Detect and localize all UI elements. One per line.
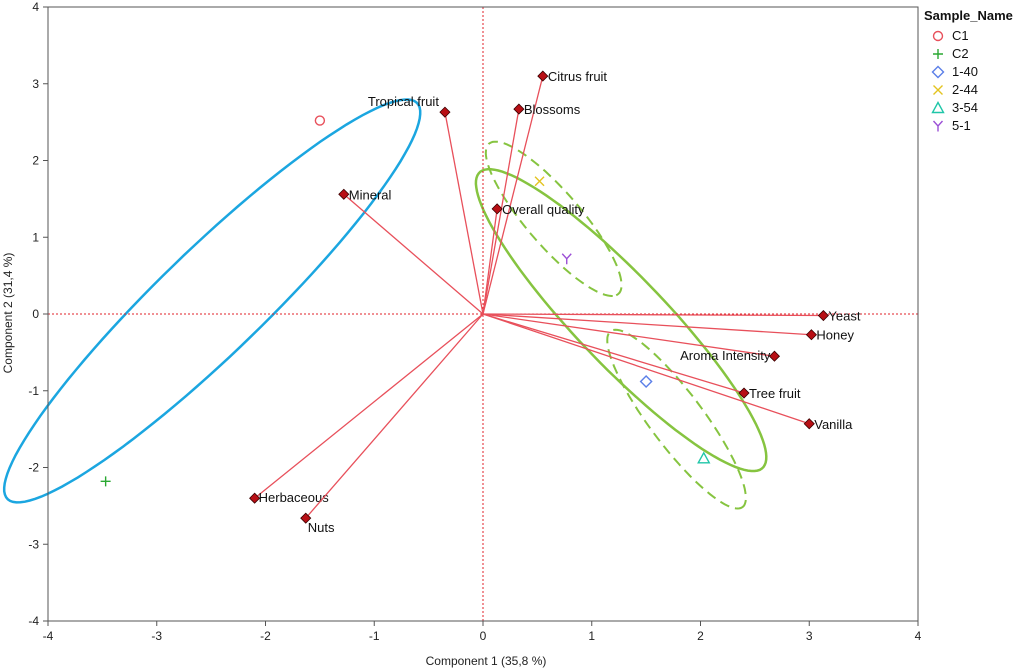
x-tick-label: 0 xyxy=(480,629,487,643)
sample-marker-3-54 xyxy=(697,451,711,464)
legend-marker-c2 xyxy=(933,49,943,59)
loading-marker-overall-quality xyxy=(491,203,503,215)
legend-marker-5-1 xyxy=(932,120,944,132)
loading-marker-tropical-fruit xyxy=(439,106,451,118)
legend-label: 2-44 xyxy=(952,82,978,97)
loading-vector-tree-fruit xyxy=(482,313,745,394)
y-tick-label: 4 xyxy=(32,0,39,14)
loading-marker-citrus-fruit xyxy=(537,70,549,82)
loading-label-overall-quality: Overall quality xyxy=(502,202,585,217)
loading-marker-mineral xyxy=(338,188,350,200)
loading-label-mineral: Mineral xyxy=(349,187,392,202)
loading-vector-mineral xyxy=(343,193,484,315)
x-tick-label: -1 xyxy=(369,629,380,643)
y-tick-label: -1 xyxy=(28,384,39,398)
loading-vector-herbaceous xyxy=(254,313,484,499)
loading-label-tree-fruit: Tree fruit xyxy=(749,386,801,401)
loading-marker-yeast xyxy=(817,309,829,322)
loading-vector-vanilla xyxy=(482,313,810,425)
loading-marker-honey xyxy=(805,329,817,341)
loading-label-vanilla: Vanilla xyxy=(814,417,853,432)
ellipse-c xyxy=(2,98,422,504)
loading-vector-honey xyxy=(482,313,812,336)
loading-label-tropical-fruit: Tropical fruit xyxy=(368,94,439,109)
y-tick-label: -4 xyxy=(28,614,39,628)
legend-marker-1-40 xyxy=(931,65,945,79)
sample-marker-c2 xyxy=(100,476,111,487)
legend-marker-2-44 xyxy=(933,85,943,95)
loading-label-citrus-fruit: Citrus fruit xyxy=(548,69,608,84)
loading-vector-nuts xyxy=(305,313,484,519)
x-tick-label: 4 xyxy=(915,629,922,643)
loading-label-aroma-intensity: Aroma Intensity xyxy=(680,348,771,363)
loading-label-yeast: Yeast xyxy=(828,309,860,324)
loading-label-blossoms: Blossoms xyxy=(524,102,581,117)
y-axis-title: Component 2 (31,4 %) xyxy=(1,253,15,374)
legend-item-1-40: 1-40 xyxy=(931,64,978,79)
legend-label: 3-54 xyxy=(952,100,978,115)
y-tick-label: -3 xyxy=(28,537,39,551)
ellipse-treated-small-lower xyxy=(606,328,747,510)
y-tick-label: 0 xyxy=(32,307,39,321)
x-tick-label: -2 xyxy=(260,629,271,643)
sample-marker-5-1 xyxy=(561,253,572,265)
legend-item-c1: C1 xyxy=(932,28,969,43)
loading-marker-aroma-intensity xyxy=(768,350,781,362)
sample-marker-2-44 xyxy=(534,176,545,187)
loading-marker-vanilla xyxy=(803,418,815,430)
legend-label: C2 xyxy=(952,46,969,61)
loading-vector-overall-quality xyxy=(482,208,498,315)
legend-label: 5-1 xyxy=(952,118,971,133)
legend-label: 1-40 xyxy=(952,64,978,79)
ellipse-treated xyxy=(474,168,768,473)
legend-marker-c1 xyxy=(932,30,944,42)
loading-vector-citrus-fruit xyxy=(482,75,544,315)
loading-vector-blossoms xyxy=(482,108,520,315)
legend-item-c2: C2 xyxy=(933,46,969,61)
legend-item-5-1: 5-1 xyxy=(932,118,971,133)
legend-item-2-44: 2-44 xyxy=(933,82,978,97)
loading-label-honey: Honey xyxy=(816,328,854,343)
x-tick-label: -4 xyxy=(43,629,54,643)
x-axis-title: Component 1 (35,8 %) xyxy=(426,654,547,668)
loading-vectors: Citrus fruit Blossoms Tropical fruit Minera… xyxy=(249,69,861,535)
loading-vector-tropical-fruit xyxy=(444,112,484,315)
legend-item-3-54: 3-54 xyxy=(931,100,978,115)
sample-marker-1-40 xyxy=(639,375,653,389)
y-tick-label: -2 xyxy=(28,461,39,475)
axis-ticks: -4 -3 -2 -1 0 1 2 3 4 4 3 2 1 0 -1 -2 -3 -4 xyxy=(28,0,921,643)
x-tick-label: -3 xyxy=(151,629,162,643)
sample-markers xyxy=(100,115,711,487)
y-tick-label: 3 xyxy=(32,77,39,91)
loading-vector-aroma-intensity xyxy=(482,313,775,357)
x-tick-label: 3 xyxy=(806,629,813,643)
x-tick-label: 1 xyxy=(588,629,595,643)
y-tick-label: 2 xyxy=(32,154,39,168)
ellipse-treated-small-upper xyxy=(484,140,623,297)
loading-marker-herbaceous xyxy=(249,492,261,504)
legend: Sample_Name C1 C2 1-40 2-44 3-54 5-1 xyxy=(924,8,1013,133)
reference-lines xyxy=(48,7,918,621)
x-tick-label: 2 xyxy=(697,629,704,643)
loading-vector-yeast xyxy=(482,313,824,317)
legend-title: Sample_Name xyxy=(924,8,1013,23)
legend-label: C1 xyxy=(952,28,969,43)
loading-label-nuts: Nuts xyxy=(308,520,335,535)
confidence-ellipses xyxy=(2,98,768,510)
loading-label-herbaceous: Herbaceous xyxy=(259,490,330,505)
loading-marker-tree-fruit xyxy=(738,387,750,399)
loading-marker-blossoms xyxy=(513,103,525,115)
loading-marker-nuts xyxy=(300,512,312,524)
legend-marker-3-54 xyxy=(931,101,945,114)
sample-marker-c1 xyxy=(314,115,326,126)
y-tick-label: 1 xyxy=(32,230,39,244)
